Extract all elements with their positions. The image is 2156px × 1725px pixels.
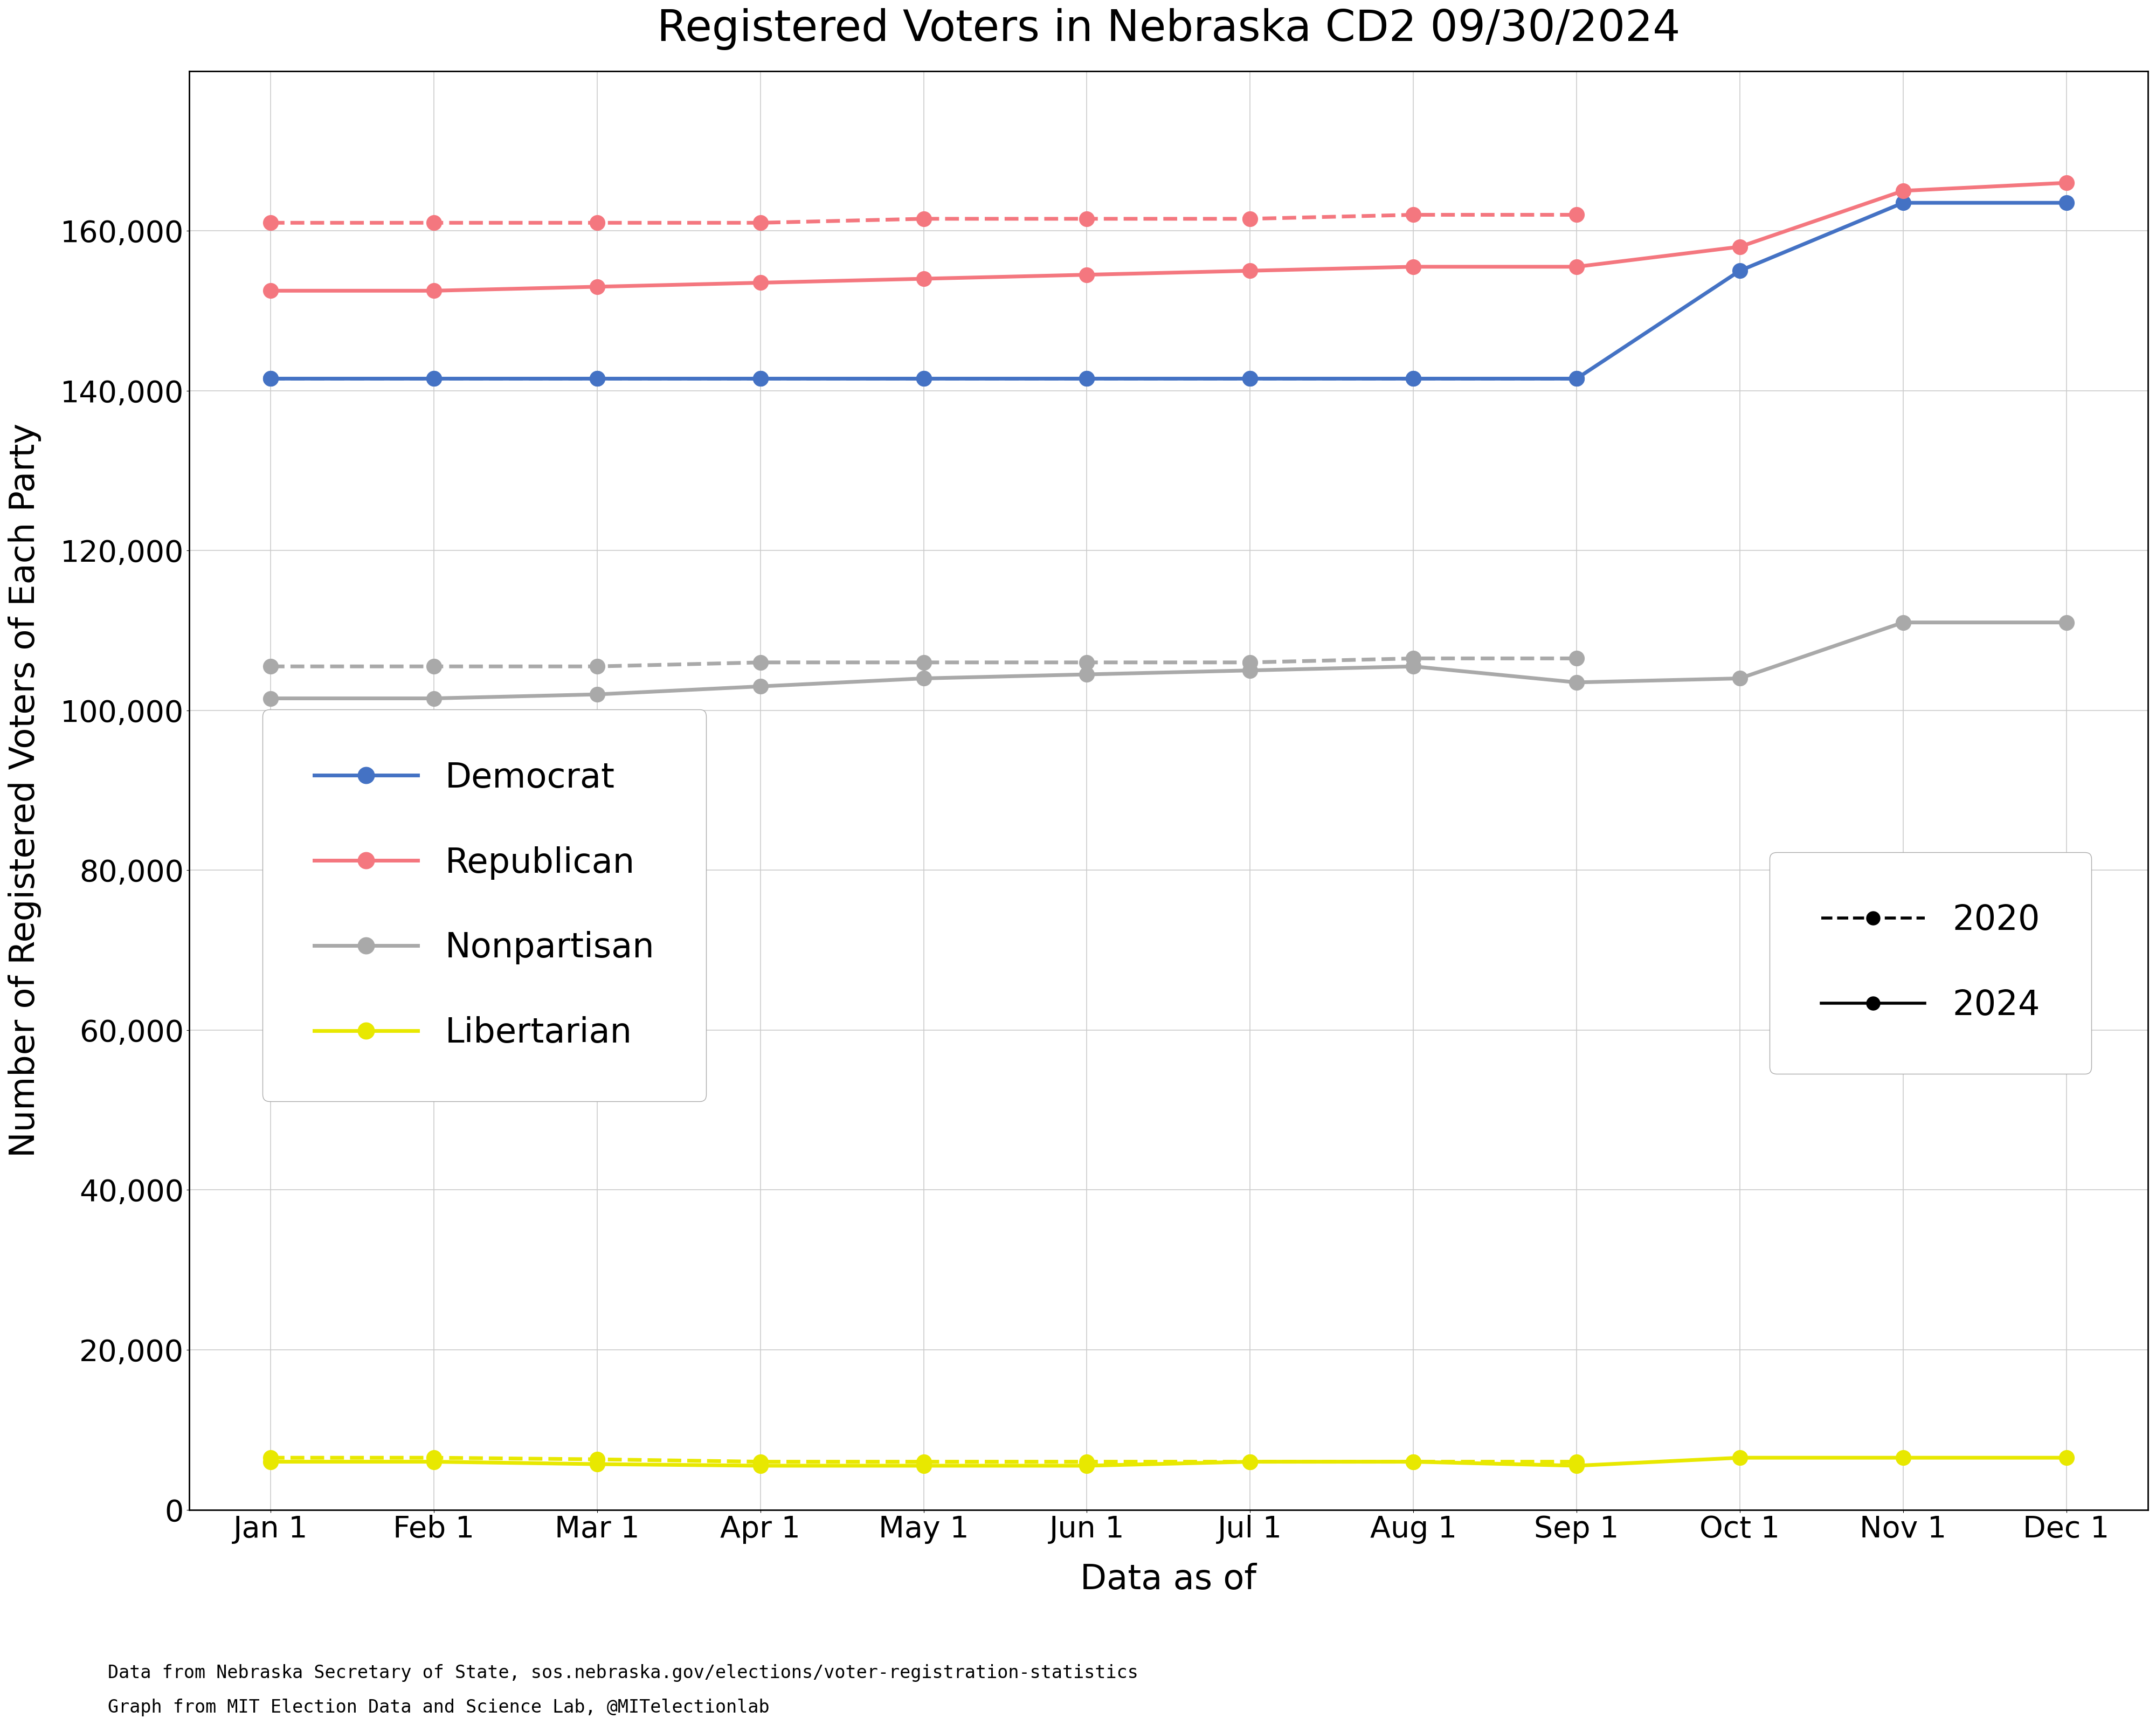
X-axis label: Data as of: Data as of <box>1080 1563 1257 1596</box>
Text: Data from Nebraska Secretary of State, sos.nebraska.gov/elections/voter-registra: Data from Nebraska Secretary of State, s… <box>108 1665 1138 1682</box>
Text: Graph from MIT Election Data and Science Lab, @MITelectionlab: Graph from MIT Election Data and Science… <box>108 1699 770 1716</box>
Y-axis label: Number of Registered Voters of Each Party: Number of Registered Voters of Each Part… <box>9 423 41 1157</box>
Title: Registered Voters in Nebraska CD2 09/30/2024: Registered Voters in Nebraska CD2 09/30/… <box>658 9 1680 50</box>
Legend: 2020, 2024: 2020, 2024 <box>1770 852 2091 1075</box>
